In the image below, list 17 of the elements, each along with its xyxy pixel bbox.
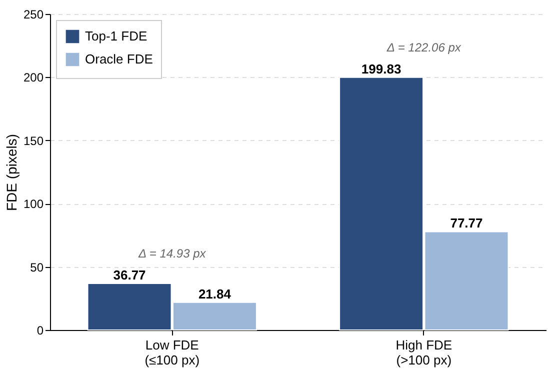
y-tick-label: 50 — [30, 260, 44, 274]
annotation: Δ = 14.93 px — [137, 246, 207, 261]
data-label: 199.83 — [361, 61, 402, 76]
x-tick-label: Low FDE (≤100 px) — [144, 338, 200, 368]
data-label: 36.77 — [113, 268, 146, 283]
data-label: 77.77 — [450, 216, 483, 231]
legend-label: Oracle FDE — [85, 52, 154, 66]
y-tick-label: 150 — [23, 134, 44, 148]
y-tick-label: 100 — [23, 197, 44, 212]
data-label: 21.84 — [198, 286, 232, 302]
y-tick-label: 0 — [36, 324, 44, 338]
y-tick-label: 250 — [23, 8, 44, 22]
annotation: Δ = 122.06 px — [386, 40, 462, 54]
y-axis-title: FDE (pixels) — [3, 134, 20, 212]
y-tick-label: 200 — [23, 70, 44, 85]
x-tick-label: High FDE (>100 px) — [396, 338, 452, 368]
legend-label: Top-1 FDE — [85, 28, 148, 44]
